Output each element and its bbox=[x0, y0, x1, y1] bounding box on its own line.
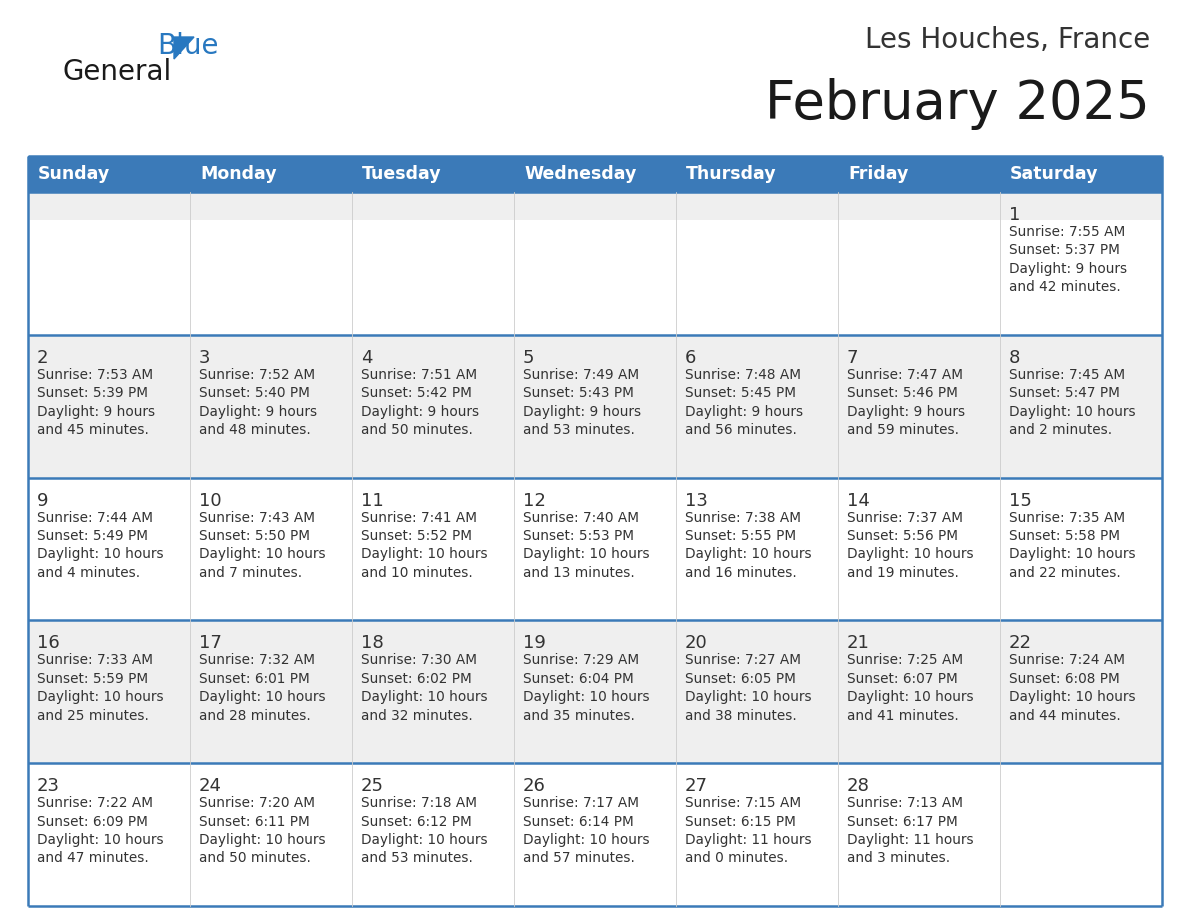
Text: Sunrise: 7:44 AM
Sunset: 5:49 PM
Daylight: 10 hours
and 4 minutes.: Sunrise: 7:44 AM Sunset: 5:49 PM Dayligh… bbox=[37, 510, 164, 580]
Text: Monday: Monday bbox=[200, 165, 277, 183]
Text: 4: 4 bbox=[361, 349, 373, 367]
Bar bbox=[29, 335, 1162, 477]
Text: 22: 22 bbox=[1009, 634, 1032, 653]
Text: Sunrise: 7:32 AM
Sunset: 6:01 PM
Daylight: 10 hours
and 28 minutes.: Sunrise: 7:32 AM Sunset: 6:01 PM Dayligh… bbox=[200, 654, 326, 722]
Text: Sunrise: 7:33 AM
Sunset: 5:59 PM
Daylight: 10 hours
and 25 minutes.: Sunrise: 7:33 AM Sunset: 5:59 PM Dayligh… bbox=[37, 654, 164, 722]
Text: Sunrise: 7:17 AM
Sunset: 6:14 PM
Daylight: 10 hours
and 57 minutes.: Sunrise: 7:17 AM Sunset: 6:14 PM Dayligh… bbox=[523, 796, 650, 866]
Text: Sunrise: 7:13 AM
Sunset: 6:17 PM
Daylight: 11 hours
and 3 minutes.: Sunrise: 7:13 AM Sunset: 6:17 PM Dayligh… bbox=[847, 796, 974, 866]
Text: Blue: Blue bbox=[157, 32, 219, 60]
Text: Sunrise: 7:24 AM
Sunset: 6:08 PM
Daylight: 10 hours
and 44 minutes.: Sunrise: 7:24 AM Sunset: 6:08 PM Dayligh… bbox=[1009, 654, 1136, 722]
Text: 19: 19 bbox=[523, 634, 545, 653]
Text: Sunrise: 7:55 AM
Sunset: 5:37 PM
Daylight: 9 hours
and 42 minutes.: Sunrise: 7:55 AM Sunset: 5:37 PM Dayligh… bbox=[1009, 225, 1127, 294]
Text: Sunrise: 7:30 AM
Sunset: 6:02 PM
Daylight: 10 hours
and 32 minutes.: Sunrise: 7:30 AM Sunset: 6:02 PM Dayligh… bbox=[361, 654, 487, 722]
Text: Sunrise: 7:29 AM
Sunset: 6:04 PM
Daylight: 10 hours
and 35 minutes.: Sunrise: 7:29 AM Sunset: 6:04 PM Dayligh… bbox=[523, 654, 650, 722]
Text: Sunrise: 7:15 AM
Sunset: 6:15 PM
Daylight: 11 hours
and 0 minutes.: Sunrise: 7:15 AM Sunset: 6:15 PM Dayligh… bbox=[685, 796, 811, 866]
Text: Les Houches, France: Les Houches, France bbox=[865, 26, 1150, 54]
Text: 28: 28 bbox=[847, 778, 870, 795]
Text: Sunrise: 7:53 AM
Sunset: 5:39 PM
Daylight: 9 hours
and 45 minutes.: Sunrise: 7:53 AM Sunset: 5:39 PM Dayligh… bbox=[37, 368, 156, 437]
Text: Sunrise: 7:41 AM
Sunset: 5:52 PM
Daylight: 10 hours
and 10 minutes.: Sunrise: 7:41 AM Sunset: 5:52 PM Dayligh… bbox=[361, 510, 487, 580]
Bar bbox=[29, 763, 1162, 906]
Text: Sunday: Sunday bbox=[38, 165, 110, 183]
Text: Friday: Friday bbox=[848, 165, 909, 183]
Text: 8: 8 bbox=[1009, 349, 1020, 367]
Text: Sunrise: 7:52 AM
Sunset: 5:40 PM
Daylight: 9 hours
and 48 minutes.: Sunrise: 7:52 AM Sunset: 5:40 PM Dayligh… bbox=[200, 368, 317, 437]
Text: Sunrise: 7:48 AM
Sunset: 5:45 PM
Daylight: 9 hours
and 56 minutes.: Sunrise: 7:48 AM Sunset: 5:45 PM Dayligh… bbox=[685, 368, 803, 437]
Text: Sunrise: 7:51 AM
Sunset: 5:42 PM
Daylight: 9 hours
and 50 minutes.: Sunrise: 7:51 AM Sunset: 5:42 PM Dayligh… bbox=[361, 368, 479, 437]
Text: 10: 10 bbox=[200, 492, 222, 509]
Text: General: General bbox=[62, 58, 171, 86]
Text: 23: 23 bbox=[37, 778, 61, 795]
Text: Sunrise: 7:18 AM
Sunset: 6:12 PM
Daylight: 10 hours
and 53 minutes.: Sunrise: 7:18 AM Sunset: 6:12 PM Dayligh… bbox=[361, 796, 487, 866]
Text: 15: 15 bbox=[1009, 492, 1032, 509]
Text: 1: 1 bbox=[1009, 206, 1020, 224]
Text: Sunrise: 7:20 AM
Sunset: 6:11 PM
Daylight: 10 hours
and 50 minutes.: Sunrise: 7:20 AM Sunset: 6:11 PM Dayligh… bbox=[200, 796, 326, 866]
Text: 17: 17 bbox=[200, 634, 222, 653]
Text: 3: 3 bbox=[200, 349, 210, 367]
Text: 6: 6 bbox=[685, 349, 696, 367]
Text: Sunrise: 7:45 AM
Sunset: 5:47 PM
Daylight: 10 hours
and 2 minutes.: Sunrise: 7:45 AM Sunset: 5:47 PM Dayligh… bbox=[1009, 368, 1136, 437]
Text: 27: 27 bbox=[685, 778, 708, 795]
Text: Sunrise: 7:27 AM
Sunset: 6:05 PM
Daylight: 10 hours
and 38 minutes.: Sunrise: 7:27 AM Sunset: 6:05 PM Dayligh… bbox=[685, 654, 811, 722]
Text: 5: 5 bbox=[523, 349, 535, 367]
Text: 26: 26 bbox=[523, 778, 545, 795]
Text: Thursday: Thursday bbox=[685, 165, 777, 183]
Text: February 2025: February 2025 bbox=[765, 78, 1150, 130]
Bar bbox=[29, 621, 1162, 763]
Text: Wednesday: Wednesday bbox=[524, 165, 637, 183]
Text: Sunrise: 7:49 AM
Sunset: 5:43 PM
Daylight: 9 hours
and 53 minutes.: Sunrise: 7:49 AM Sunset: 5:43 PM Dayligh… bbox=[523, 368, 642, 437]
Text: 9: 9 bbox=[37, 492, 49, 509]
Text: Sunrise: 7:40 AM
Sunset: 5:53 PM
Daylight: 10 hours
and 13 minutes.: Sunrise: 7:40 AM Sunset: 5:53 PM Dayligh… bbox=[523, 510, 650, 580]
Text: Sunrise: 7:22 AM
Sunset: 6:09 PM
Daylight: 10 hours
and 47 minutes.: Sunrise: 7:22 AM Sunset: 6:09 PM Dayligh… bbox=[37, 796, 164, 866]
Text: 25: 25 bbox=[361, 778, 384, 795]
Bar bbox=[29, 220, 1162, 335]
Text: Sunrise: 7:38 AM
Sunset: 5:55 PM
Daylight: 10 hours
and 16 minutes.: Sunrise: 7:38 AM Sunset: 5:55 PM Dayligh… bbox=[685, 510, 811, 580]
Text: 7: 7 bbox=[847, 349, 859, 367]
Bar bbox=[29, 156, 1162, 192]
Text: Sunrise: 7:37 AM
Sunset: 5:56 PM
Daylight: 10 hours
and 19 minutes.: Sunrise: 7:37 AM Sunset: 5:56 PM Dayligh… bbox=[847, 510, 974, 580]
Text: 16: 16 bbox=[37, 634, 59, 653]
Text: 2: 2 bbox=[37, 349, 49, 367]
Text: Saturday: Saturday bbox=[1010, 165, 1099, 183]
Text: Sunrise: 7:47 AM
Sunset: 5:46 PM
Daylight: 9 hours
and 59 minutes.: Sunrise: 7:47 AM Sunset: 5:46 PM Dayligh… bbox=[847, 368, 965, 437]
Text: 24: 24 bbox=[200, 778, 222, 795]
Text: Sunrise: 7:35 AM
Sunset: 5:58 PM
Daylight: 10 hours
and 22 minutes.: Sunrise: 7:35 AM Sunset: 5:58 PM Dayligh… bbox=[1009, 510, 1136, 580]
Text: 11: 11 bbox=[361, 492, 384, 509]
Text: 20: 20 bbox=[685, 634, 708, 653]
Bar bbox=[29, 192, 1162, 220]
Text: Sunrise: 7:43 AM
Sunset: 5:50 PM
Daylight: 10 hours
and 7 minutes.: Sunrise: 7:43 AM Sunset: 5:50 PM Dayligh… bbox=[200, 510, 326, 580]
Text: 13: 13 bbox=[685, 492, 708, 509]
Text: 21: 21 bbox=[847, 634, 870, 653]
Bar bbox=[29, 477, 1162, 621]
Text: 12: 12 bbox=[523, 492, 545, 509]
Text: 18: 18 bbox=[361, 634, 384, 653]
Text: Sunrise: 7:25 AM
Sunset: 6:07 PM
Daylight: 10 hours
and 41 minutes.: Sunrise: 7:25 AM Sunset: 6:07 PM Dayligh… bbox=[847, 654, 974, 722]
Polygon shape bbox=[173, 37, 194, 59]
Text: Tuesday: Tuesday bbox=[362, 165, 442, 183]
Text: 14: 14 bbox=[847, 492, 870, 509]
